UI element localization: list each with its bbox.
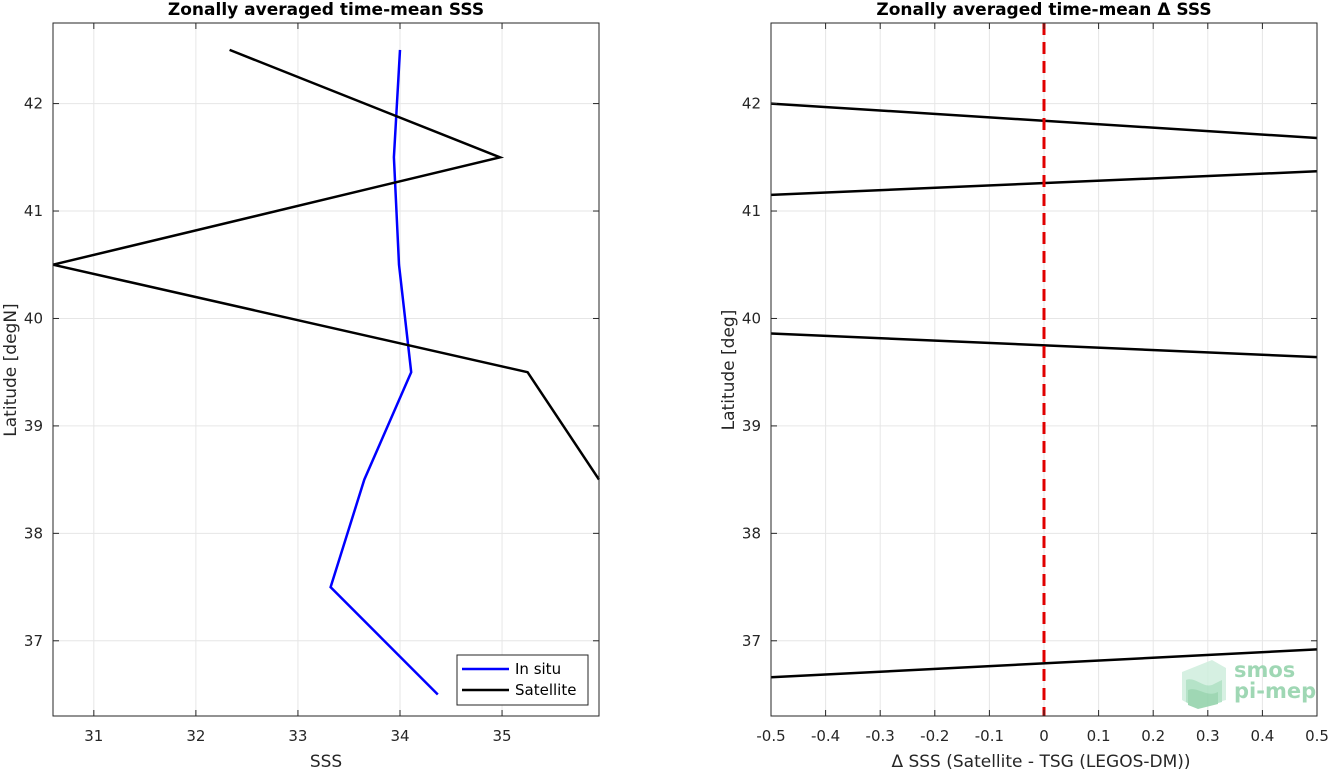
x-tick-label: 0: [1039, 727, 1049, 745]
y-axis-label: Latitude [deg]: [719, 310, 739, 431]
ticks: -0.5 -0.4 -0.3 -0.2 -0.1 0 0.1 0.2 0.3 0.4 0.5 37 38…: [742, 23, 1329, 745]
smos-pi-mep-logo: smos pi-mep: [1182, 658, 1316, 709]
y-tick-label: 38: [24, 524, 43, 542]
logo-icon: [1182, 660, 1226, 709]
x-tick-label: 33: [288, 727, 307, 745]
x-tick-label: 0.5: [1305, 727, 1329, 745]
x-tick-label: -0.3: [866, 727, 895, 745]
logo-text-smos: smos: [1234, 658, 1295, 682]
axes-box: [52, 22, 600, 717]
x-tick-label: -0.5: [756, 727, 785, 745]
x-axis-label: SSS: [310, 752, 342, 769]
x-tick-label: -0.1: [975, 727, 1004, 745]
x-tick-label: -0.2: [920, 727, 949, 745]
y-axis-label: Latitude [degN]: [1, 303, 21, 436]
x-tick-label: -0.4: [811, 727, 840, 745]
series-line-in-situ: [329, 49, 439, 696]
grid: [53, 23, 599, 716]
ticks: 31 32 33 34 35 37 38 39 40 41 42: [24, 23, 599, 745]
x-tick-label: 34: [390, 727, 409, 745]
x-tick-label: 0.1: [1087, 727, 1111, 745]
y-tick-label: 40: [742, 309, 761, 327]
plot-area: [53, 23, 599, 716]
y-tick-label: 39: [24, 417, 43, 435]
legend-box: [456, 654, 589, 706]
y-tick-label: 39: [742, 417, 761, 435]
legend-label-in-situ: In situ: [515, 660, 561, 678]
y-tick-label: 41: [742, 202, 761, 220]
logo-text-pi-mep: pi-mep: [1234, 679, 1316, 703]
y-tick-label: 40: [24, 309, 43, 327]
x-tick-label: 32: [186, 727, 205, 745]
y-tick-label: 37: [24, 632, 43, 650]
chart-title: Zonally averaged time-mean SSS: [168, 0, 484, 20]
x-tick-label: 0.2: [1141, 727, 1165, 745]
series-line-2: [770, 332, 1318, 359]
x-tick-label: 0.3: [1196, 727, 1220, 745]
x-axis-label: Δ SSS (Satellite - TSG (LEGOS-DM)): [891, 752, 1190, 769]
x-tick-label: 0.4: [1250, 727, 1274, 745]
y-tick-label: 42: [742, 95, 761, 113]
y-tick-label: 38: [742, 524, 761, 542]
y-tick-label: 42: [24, 95, 43, 113]
chart-delta-sss: -0.5 -0.4 -0.3 -0.2 -0.1 0 0.1 0.2 0.3 0.4 0.5 37 38…: [719, 0, 1329, 769]
chart-sss: 31 32 33 34 35 37 38 39 40 41 42 Zonally averaged …: [1, 0, 601, 769]
x-tick-label: 31: [84, 727, 103, 745]
y-tick-label: 37: [742, 632, 761, 650]
legend-label-satellite: Satellite: [515, 681, 576, 699]
y-tick-label: 41: [24, 202, 43, 220]
x-tick-label: 35: [492, 727, 511, 745]
legend: In situ Satellite: [456, 654, 589, 706]
series-line-1: [770, 648, 1318, 679]
chart-title: Zonally averaged time-mean Δ SSS: [876, 0, 1211, 20]
